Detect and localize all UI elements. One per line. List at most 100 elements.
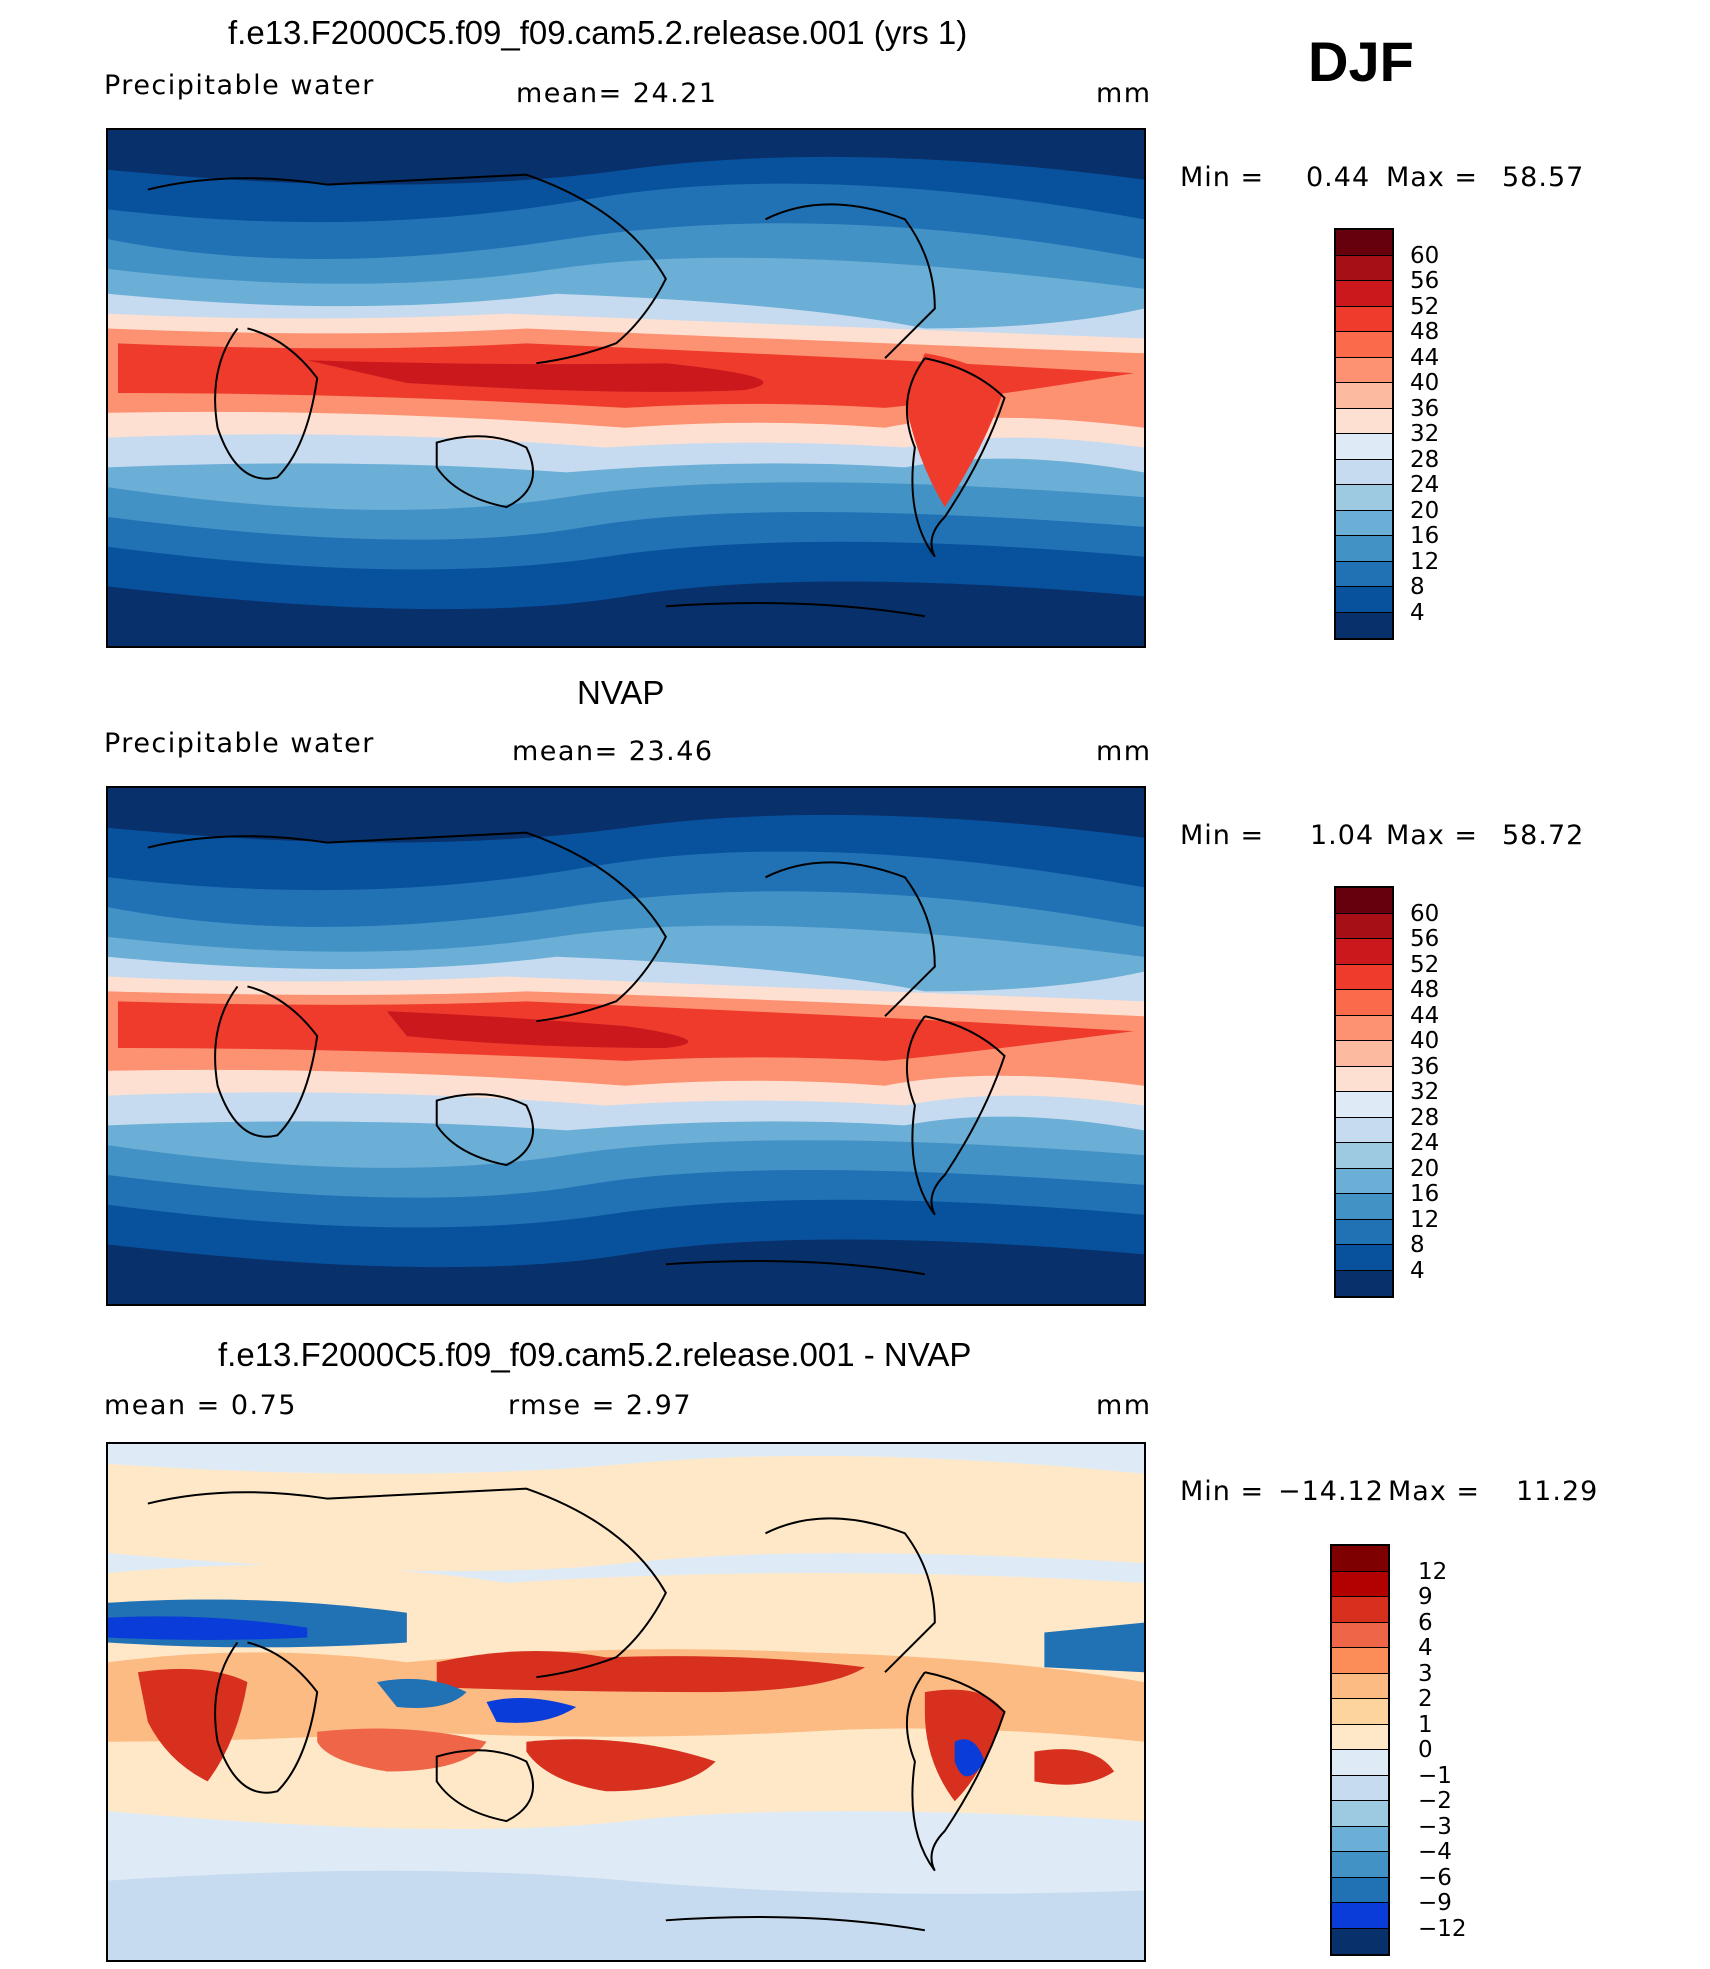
panel2-colorbar [1334,886,1394,1298]
colorbar-swatch [1336,230,1392,256]
colorbar-tick-label: 16 [1410,523,1440,549]
panel1-min-label: Min = [1180,162,1265,193]
colorbar-tick-label: 9 [1418,1584,1433,1610]
colorbar-swatch [1336,434,1392,460]
colorbar-tick-label: 12 [1410,1206,1440,1233]
colorbar-swatch [1332,1724,1388,1750]
panel2-min-label: Min = [1180,820,1265,851]
colorbar-swatch [1332,1775,1388,1801]
colorbar-swatch [1332,1597,1388,1623]
colorbar-tick-label: 32 [1410,421,1440,447]
colorbar-tick-label: 36 [1410,395,1440,422]
colorbar-swatch [1332,1750,1388,1776]
panel1-units-label: mm [1096,78,1152,109]
panel2-map [106,786,1146,1306]
colorbar-swatch [1336,306,1392,332]
colorbar-tick-label: 28 [1410,446,1440,473]
colorbar-tick-label: 56 [1410,926,1440,952]
colorbar-swatch [1332,1622,1388,1648]
panel1-mean-label: mean= 24.21 [516,78,718,109]
colorbar-tick-label: 24 [1410,472,1440,498]
colorbar-swatch [1336,485,1392,511]
panel1-map-svg [108,130,1144,646]
panel3-title: f.e13.F2000C5.f09_f09.cam5.2.release.001… [218,1336,972,1373]
colorbar-swatch [1332,1699,1388,1725]
colorbar-swatch [1336,408,1392,434]
colorbar-swatch [1332,1877,1388,1903]
colorbar-tick-label: 32 [1410,1079,1440,1105]
colorbar-tick-label: 44 [1410,1002,1440,1029]
colorbar-tick-label: 20 [1410,1155,1440,1182]
panel2-max-label: Max = [1386,820,1479,851]
colorbar-swatch [1336,1270,1392,1296]
panel3-mean-label: mean = 0.75 [104,1390,297,1421]
colorbar-tick-label: 0 [1418,1737,1433,1763]
colorbar-tick-label: 2 [1418,1686,1433,1712]
panel3-max-value: 11.29 [1516,1476,1599,1507]
panel1-max-label: Max = [1386,162,1479,193]
colorbar-tick-label: 1 [1418,1711,1433,1738]
colorbar-tick-label: 36 [1410,1053,1440,1080]
colorbar-tick-label: −1 [1418,1762,1452,1789]
panel3-min-label: Min = [1180,1476,1265,1507]
colorbar-swatch [1332,1801,1388,1827]
colorbar-swatch [1332,1903,1388,1929]
colorbar-tick-label: 40 [1410,1028,1440,1054]
colorbar-swatch [1336,255,1392,281]
panel3-min-value: −14.12 [1278,1476,1384,1507]
colorbar-swatch [1332,1546,1388,1572]
colorbar-swatch [1336,383,1392,409]
colorbar-tick-label: 20 [1410,497,1440,524]
colorbar-tick-label: 60 [1410,242,1440,269]
panel2-map-svg [108,788,1144,1304]
panel2-variable-label: Precipitable water [104,728,375,759]
colorbar-tick-label: 60 [1410,900,1440,927]
panel2-max-value: 58.72 [1502,820,1585,851]
colorbar-swatch [1336,561,1392,587]
colorbar-tick-label: 6 [1418,1609,1433,1636]
colorbar-swatch [1332,1648,1388,1674]
season-label: DJF [1308,30,1414,93]
colorbar-tick-label: −2 [1418,1788,1452,1814]
panel1-title: f.e13.F2000C5.f09_f09.cam5.2.release.001… [228,14,968,51]
panel3-colorbar [1330,1544,1390,1956]
panel2-title: NVAP [577,674,665,711]
colorbar-tick-label: 52 [1410,293,1440,320]
colorbar-tick-label: −4 [1418,1839,1452,1865]
colorbar-tick-label: 48 [1410,977,1440,1003]
panel3-map [106,1442,1146,1962]
colorbar-tick-label: 8 [1410,1232,1425,1258]
panel1-min-value: 0.44 [1306,162,1371,193]
colorbar-swatch [1336,1219,1392,1245]
colorbar-swatch [1336,939,1392,965]
colorbar-swatch [1332,1673,1388,1699]
colorbar-swatch [1332,1826,1388,1852]
colorbar-swatch [1336,913,1392,939]
colorbar-swatch [1336,990,1392,1016]
colorbar-tick-label: 12 [1410,548,1440,575]
panel2-units-label: mm [1096,736,1152,767]
colorbar-tick-label: 56 [1410,268,1440,294]
colorbar-tick-label: 40 [1410,370,1440,396]
colorbar-tick-label: −12 [1418,1915,1467,1942]
colorbar-swatch [1336,1245,1392,1271]
colorbar-swatch [1336,1041,1392,1067]
colorbar-tick-label: −3 [1418,1813,1452,1840]
colorbar-swatch [1332,1852,1388,1878]
colorbar-swatch [1336,612,1392,638]
panel1-map [106,128,1146,648]
panel1-variable-label: Precipitable water [104,70,375,101]
colorbar-tick-label: −6 [1418,1864,1452,1891]
panel3-rmse-label: rmse = 2.97 [508,1390,693,1421]
colorbar-swatch [1336,536,1392,562]
panel3-max-label: Max = [1388,1476,1481,1507]
colorbar-swatch [1336,459,1392,485]
panel3-map-svg [108,1444,1144,1960]
colorbar-swatch [1332,1571,1388,1597]
colorbar-tick-label: −9 [1418,1890,1452,1916]
panel2-min-value: 1.04 [1310,820,1375,851]
colorbar-tick-label: 3 [1418,1660,1433,1687]
colorbar-swatch [1336,1092,1392,1118]
colorbar-swatch [1336,1117,1392,1143]
panel1-max-value: 58.57 [1502,162,1585,193]
